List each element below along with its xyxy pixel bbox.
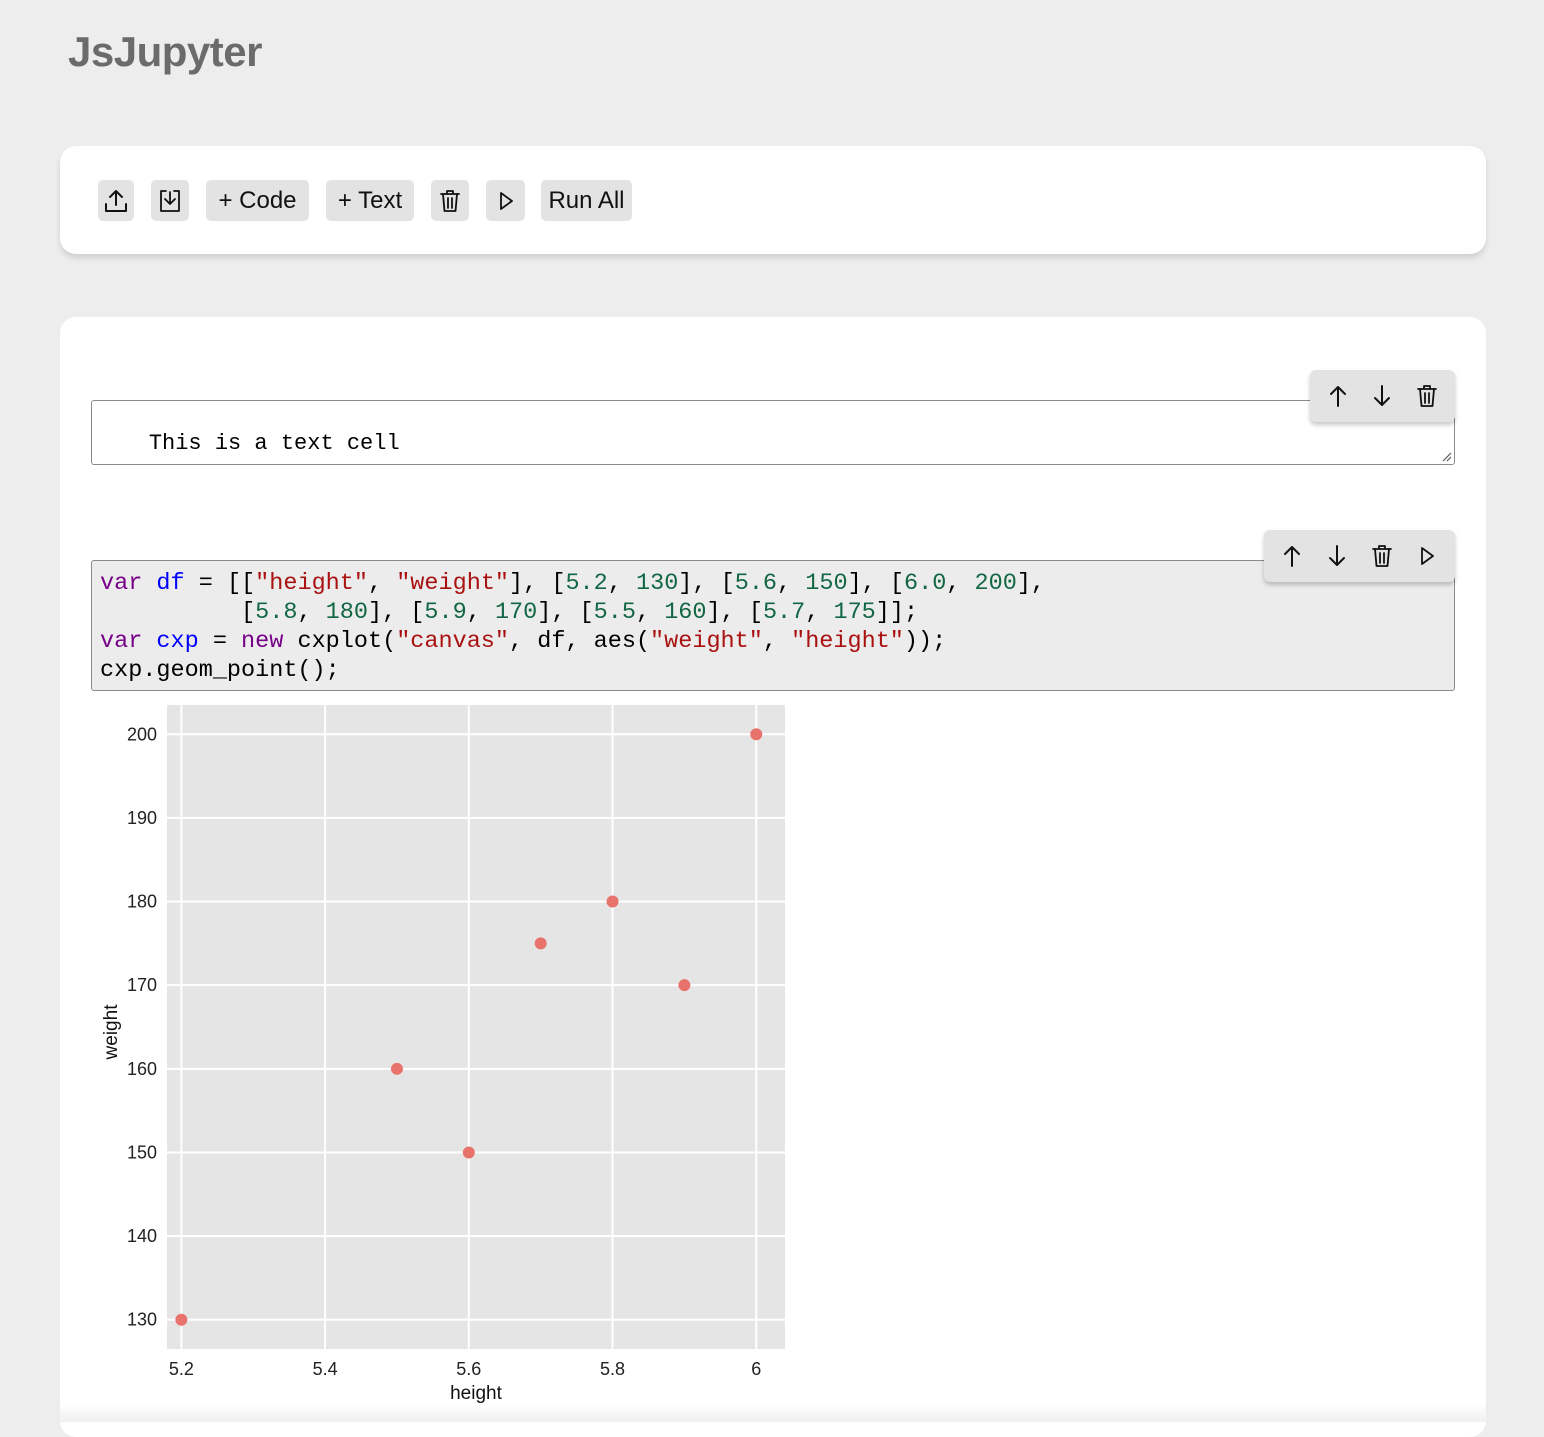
text-cell-content: This is a text cell [148, 431, 400, 456]
code-cell-actions [1264, 530, 1455, 582]
data-point [606, 895, 619, 908]
run-cell-button[interactable] [486, 180, 525, 221]
x-tick-label: 6 [751, 1359, 761, 1379]
delete-cell-button[interactable] [431, 180, 469, 221]
arrow-down-icon [1329, 545, 1346, 566]
text-cell-input[interactable]: This is a text cell [91, 400, 1455, 465]
upload-icon [104, 188, 128, 214]
x-tick-label: 5.6 [456, 1359, 481, 1379]
add-code-button[interactable]: + Code [206, 180, 309, 221]
y-tick-label: 160 [127, 1059, 157, 1079]
y-tick-label: 200 [127, 724, 157, 744]
add-text-button[interactable]: + Text [326, 180, 414, 221]
y-tick-label: 150 [127, 1142, 157, 1162]
y-tick-label: 130 [127, 1310, 157, 1330]
text-cell-actions [1310, 370, 1455, 422]
x-tick-label: 5.4 [313, 1359, 338, 1379]
delete-text-cell-button[interactable] [1409, 378, 1445, 414]
data-point [390, 1062, 403, 1075]
data-point [534, 937, 547, 950]
y-tick-label: 190 [127, 808, 157, 828]
play-icon [498, 191, 514, 211]
resize-handle-icon[interactable] [1440, 450, 1452, 462]
move-up-button[interactable] [1274, 538, 1310, 574]
download-icon [158, 189, 182, 213]
code-line-2: [5.8, 180], [5.9, 170], [5.5, 160], [5.7… [100, 599, 919, 626]
x-tick-label: 5.8 [600, 1359, 625, 1379]
app-title: JsJupyter [68, 28, 262, 75]
plot-panel [167, 705, 785, 1349]
code-line-1: var df = [["height", "weight"], [5.2, 13… [100, 570, 1046, 597]
arrow-down-icon [1374, 385, 1391, 406]
trash-icon [440, 189, 460, 213]
y-tick-label: 180 [127, 892, 157, 912]
y-tick-label: 140 [127, 1226, 157, 1246]
y-axis-title: weight [101, 1004, 122, 1061]
download-button[interactable] [151, 180, 189, 221]
notebook-toolbar: + Code + Text Run All [60, 146, 1486, 254]
move-down-button[interactable] [1364, 378, 1400, 414]
notebook-cells: This is a text cell var df = [["height",… [60, 317, 1486, 1437]
x-tick-label: 5.2 [169, 1359, 194, 1379]
play-icon [1420, 547, 1434, 565]
code-line-3: var cxp = new cxplot("canvas", df, aes("… [100, 628, 947, 655]
x-axis-title: height [450, 1383, 502, 1404]
y-tick-label: 170 [127, 975, 157, 995]
delete-code-cell-button[interactable] [1364, 538, 1400, 574]
scatter-plot: 5.2 5.4 5.6 5.8 6 130 140 150 160 170 180 190 200 hei… [101, 705, 785, 1404]
arrow-up-icon [1330, 386, 1347, 407]
run-all-button[interactable]: Run All [541, 180, 632, 221]
move-down-button[interactable] [1319, 538, 1355, 574]
data-point [462, 1146, 475, 1159]
page-bottom-edge [60, 1404, 1486, 1422]
code-line-4: cxp.geom_point(); [100, 657, 340, 684]
move-up-button[interactable] [1320, 378, 1356, 414]
run-code-cell-button[interactable] [1409, 538, 1445, 574]
trash-icon [1416, 385, 1437, 407]
data-point [175, 1313, 188, 1326]
trash-icon [1371, 545, 1392, 567]
upload-button[interactable] [98, 180, 134, 221]
data-point [678, 979, 691, 992]
cell-output-plot: 5.2 5.4 5.6 5.8 6 130 140 150 160 170 180 190 200 hei… [91, 705, 811, 1405]
arrow-up-icon [1284, 546, 1301, 567]
code-cell-editor[interactable]: var df = [["height", "weight"], [5.2, 13… [91, 560, 1455, 691]
data-point [750, 728, 763, 741]
